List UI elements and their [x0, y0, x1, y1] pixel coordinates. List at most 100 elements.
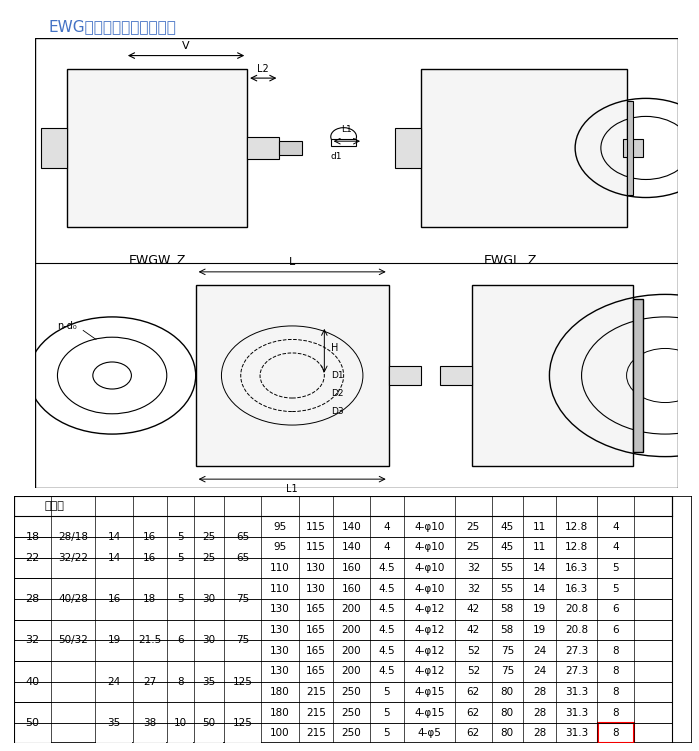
Text: 200: 200 — [342, 605, 361, 614]
Text: 19: 19 — [533, 605, 546, 614]
Text: 16.3: 16.3 — [565, 563, 589, 573]
FancyBboxPatch shape — [225, 702, 261, 743]
FancyBboxPatch shape — [134, 578, 166, 620]
FancyBboxPatch shape — [15, 620, 50, 661]
Text: L1: L1 — [342, 125, 352, 134]
FancyBboxPatch shape — [167, 537, 193, 578]
Text: 4-φ15: 4-φ15 — [414, 707, 445, 717]
Text: 12.8: 12.8 — [565, 522, 589, 532]
Text: EWGL..F: EWGL..F — [498, 495, 549, 508]
Text: 27.3: 27.3 — [565, 646, 589, 656]
Text: 115: 115 — [305, 522, 326, 532]
Text: EWGL..Z: EWGL..Z — [484, 254, 538, 267]
FancyBboxPatch shape — [633, 299, 642, 452]
Text: 8: 8 — [612, 707, 619, 717]
Text: 160: 160 — [341, 584, 361, 593]
FancyBboxPatch shape — [96, 661, 132, 702]
Text: 215: 215 — [305, 707, 326, 717]
FancyBboxPatch shape — [167, 702, 193, 743]
FancyBboxPatch shape — [194, 702, 224, 743]
Text: 130: 130 — [306, 563, 326, 573]
FancyBboxPatch shape — [15, 661, 50, 702]
Text: 4: 4 — [384, 542, 390, 552]
FancyBboxPatch shape — [15, 537, 50, 578]
Text: 62: 62 — [467, 728, 480, 738]
Text: 28: 28 — [533, 728, 546, 738]
Text: 75: 75 — [236, 635, 250, 645]
Text: 95: 95 — [273, 542, 287, 552]
Text: 4-φ12: 4-φ12 — [414, 666, 445, 676]
Text: 95: 95 — [273, 522, 287, 532]
Text: 8: 8 — [612, 646, 619, 656]
Text: D1: D1 — [331, 371, 343, 380]
Text: 125: 125 — [233, 677, 253, 686]
Text: 24: 24 — [533, 666, 546, 676]
Text: 4-φ15: 4-φ15 — [414, 687, 445, 697]
Text: 100: 100 — [271, 728, 290, 738]
Text: EWGW..F: EWGW..F — [264, 495, 320, 508]
Text: 180: 180 — [271, 687, 290, 697]
Text: 31.3: 31.3 — [565, 687, 589, 697]
Text: 35: 35 — [108, 718, 121, 728]
FancyBboxPatch shape — [96, 517, 132, 557]
Text: 52: 52 — [467, 646, 480, 656]
Text: 32: 32 — [467, 584, 480, 593]
Text: 6: 6 — [612, 625, 619, 635]
Text: 130: 130 — [306, 584, 326, 593]
Text: 4-φ10: 4-φ10 — [414, 542, 445, 552]
Text: 140: 140 — [341, 542, 361, 552]
Text: 62: 62 — [467, 707, 480, 717]
Text: 6: 6 — [612, 605, 619, 614]
Text: 14: 14 — [533, 584, 546, 593]
Text: 30: 30 — [202, 594, 215, 604]
Text: 4-φ12: 4-φ12 — [414, 625, 445, 635]
Text: 80: 80 — [500, 687, 514, 697]
Text: 8: 8 — [612, 728, 619, 738]
Text: 16.3: 16.3 — [565, 584, 589, 593]
Text: 8: 8 — [612, 687, 619, 697]
FancyBboxPatch shape — [96, 578, 132, 620]
FancyBboxPatch shape — [134, 537, 166, 578]
Text: L2: L2 — [257, 64, 269, 74]
Text: 4: 4 — [612, 542, 619, 552]
Text: 4-φ12: 4-φ12 — [414, 646, 445, 656]
FancyBboxPatch shape — [15, 702, 50, 743]
Text: 30: 30 — [202, 635, 215, 645]
Text: 20.8: 20.8 — [565, 625, 589, 635]
Text: 5: 5 — [177, 553, 183, 562]
Text: 45: 45 — [500, 542, 514, 552]
Text: 4-φ10: 4-φ10 — [414, 522, 445, 532]
Text: 4.5: 4.5 — [379, 605, 395, 614]
Text: 4.5: 4.5 — [379, 646, 395, 656]
FancyBboxPatch shape — [440, 366, 473, 385]
Text: 32: 32 — [26, 635, 40, 645]
FancyBboxPatch shape — [196, 285, 389, 466]
Text: 5: 5 — [177, 594, 183, 604]
Text: 215: 215 — [305, 687, 326, 697]
Text: 4-φ5: 4-φ5 — [417, 728, 441, 738]
FancyBboxPatch shape — [194, 517, 224, 557]
Text: 机型号: 机型号 — [45, 501, 64, 511]
Text: 40/28: 40/28 — [59, 594, 88, 604]
Text: 11: 11 — [533, 522, 546, 532]
FancyBboxPatch shape — [14, 496, 692, 743]
Text: 115: 115 — [305, 542, 326, 552]
Text: 10: 10 — [173, 718, 187, 728]
Text: 110: 110 — [271, 584, 290, 593]
Text: 12.8: 12.8 — [565, 542, 589, 552]
Text: 24: 24 — [108, 677, 121, 686]
Text: 130: 130 — [271, 625, 290, 635]
Text: 180: 180 — [271, 707, 290, 717]
Text: 28: 28 — [25, 594, 40, 604]
FancyBboxPatch shape — [473, 285, 633, 466]
Text: 14: 14 — [108, 553, 121, 562]
Text: 4.5: 4.5 — [379, 563, 395, 573]
Text: 25: 25 — [202, 553, 215, 562]
Text: 4.5: 4.5 — [379, 584, 395, 593]
Text: 4-φ10: 4-φ10 — [414, 563, 445, 573]
FancyBboxPatch shape — [15, 517, 50, 557]
Text: 80: 80 — [500, 728, 514, 738]
Text: 28/18: 28/18 — [58, 532, 88, 542]
Text: 24: 24 — [533, 646, 546, 656]
Text: L: L — [289, 258, 295, 267]
